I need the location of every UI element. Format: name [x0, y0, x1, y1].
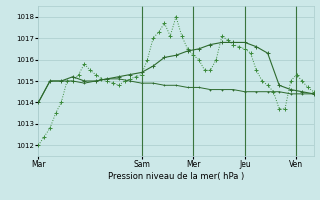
X-axis label: Pression niveau de la mer( hPa ): Pression niveau de la mer( hPa ) — [108, 172, 244, 181]
